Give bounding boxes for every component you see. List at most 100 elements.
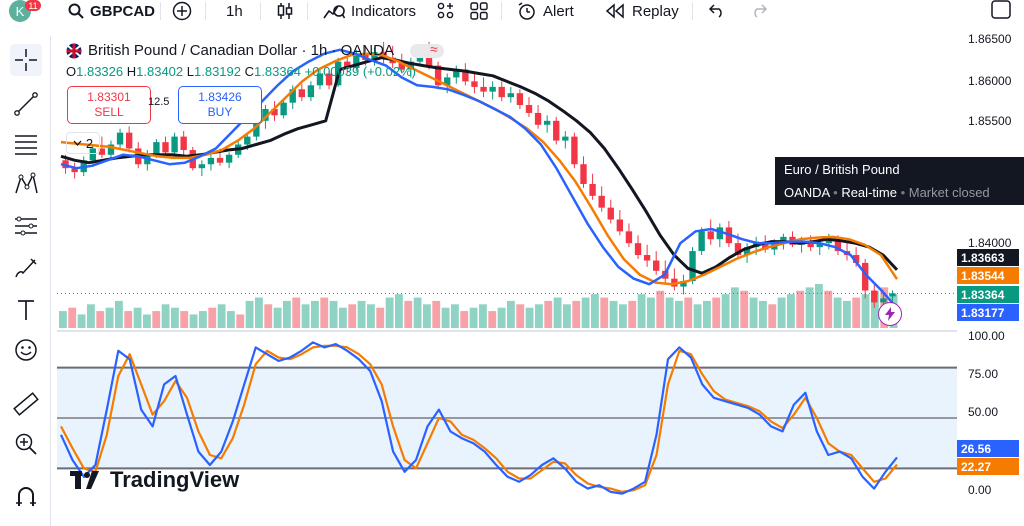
brand-name: TradingView [110,467,240,492]
volume-bar [199,311,207,328]
change-value: +0.00039 (+0.02%) [304,64,416,79]
osc-label: 75.00 [968,367,999,381]
candle-body [325,73,333,86]
chart-type-button[interactable] [275,1,295,26]
fib-tool[interactable] [10,128,42,160]
volume-bar [693,304,702,328]
alert-label: Alert [543,2,574,20]
crosshair-tool[interactable] [10,44,42,76]
volume-bar [805,287,814,328]
trend-line-tool[interactable] [10,88,42,120]
layouts-button[interactable] [469,1,489,26]
templates-icon [437,2,454,19]
volume-bar [245,300,254,328]
templates-button[interactable] [436,1,456,26]
candle-body [634,243,642,256]
price-label: 1.86500 [968,32,1012,46]
chart-legend: British Pound / Canadian Dollar · 1h · O… [66,40,444,59]
volume-bar [777,297,786,328]
undo-icon [708,4,722,18]
candle-body [480,86,487,92]
alert-button[interactable]: Alert [517,0,574,22]
wave-icon: ≈ [429,40,438,57]
candle-body [444,77,451,86]
candle-body [344,61,351,68]
redo-button[interactable] [750,2,768,23]
pattern-tool[interactable] [10,168,42,200]
zoom-in-icon [15,433,37,455]
undo-button[interactable] [708,2,726,23]
fullscreen-button[interactable] [990,0,1012,25]
emoji-tool[interactable] [10,334,42,366]
candle-body [698,231,705,252]
buy-button[interactable]: 1.83426 BUY [178,86,262,124]
indicators-button[interactable]: Indicators [323,0,416,22]
spread-value: 12.5 [148,96,170,108]
symbol-search-button[interactable]: GBPCAD [68,0,155,22]
volume-bar [441,307,450,328]
osc-label: 100.00 [968,329,1005,343]
price-chart[interactable] [57,32,957,510]
smiley-icon [15,339,37,361]
tooltip-exchange: OANDA [784,185,830,200]
candle-body [489,86,496,92]
price-label: 1.84000 [968,236,1012,250]
tooltip-feed: Real-time [841,185,897,200]
candle-body [734,243,742,256]
volume-bar [721,294,730,328]
square-icon [991,0,1011,19]
interval-button[interactable]: 1h [226,0,243,22]
volume-bar [105,307,114,328]
magnet-tool[interactable] [10,480,42,512]
candle-body [107,144,115,155]
indicators-collapse-button[interactable]: 2 [66,132,100,154]
sell-button[interactable]: 1.83301 SELL [67,86,151,124]
volume-bar [619,304,627,328]
interval-label: 1h [226,2,243,20]
buy-price: 1.83426 [198,90,242,104]
measure-tool[interactable] [10,388,42,420]
volume-bar [544,300,553,328]
volume-bar [217,304,226,328]
rewind-icon [605,3,624,19]
candle-body [298,89,305,98]
volume-bar [647,297,655,328]
brush-tool[interactable] [10,252,42,284]
projection-tool[interactable] [10,210,42,242]
candle-body [216,157,224,163]
candle-body [171,136,178,153]
candle-body [262,108,269,121]
high-value: 1.83402 [136,64,184,79]
osc-badge-d: 22.27 [957,458,1019,475]
volume-bar [516,304,525,328]
tooltip-status: Market closed [908,185,990,200]
candle-body [825,239,833,244]
candle-body [653,260,660,271]
volume-bar [796,290,805,328]
tradingview-logo[interactable]: TradingView [70,467,239,493]
volume-bar [731,287,739,328]
volume-bar [329,300,338,328]
volume-bar [423,304,431,328]
volume-bar [815,284,823,328]
replay-button[interactable]: Replay [604,0,679,22]
search-icon [68,3,84,19]
volume-bar [208,307,217,328]
text-tool[interactable] [10,294,42,326]
candle-body [71,168,78,173]
candle-body [244,136,251,145]
candle-body [643,255,651,261]
flash-button[interactable] [878,302,902,326]
compare-button[interactable] [172,1,192,26]
fib-retracement-icon [15,135,37,155]
osc-badge-k: 26.56 [957,440,1019,457]
zoom-tool[interactable] [10,428,42,460]
pattern-icon [15,172,38,194]
ma-lines [60,48,899,309]
volume-bar [255,297,263,328]
candle-body [307,85,315,98]
visibility-toggle[interactable]: ≈ [409,40,444,58]
volume-bar [180,311,189,328]
price-label: 1.86000 [968,74,1012,88]
notification-badge: 11 [25,0,41,11]
